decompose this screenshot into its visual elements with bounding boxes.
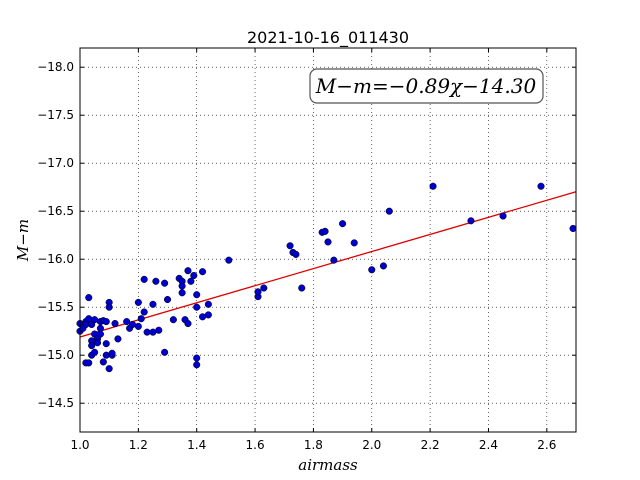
data-points bbox=[76, 182, 577, 373]
data-point bbox=[149, 300, 157, 308]
x-tick-label: 2.4 bbox=[479, 438, 498, 452]
y-axis-label: M−m bbox=[14, 219, 32, 262]
data-point bbox=[169, 316, 177, 324]
data-point bbox=[85, 294, 93, 302]
x-tick-label: 1.6 bbox=[246, 438, 265, 452]
data-point bbox=[569, 224, 577, 233]
data-point bbox=[467, 217, 475, 225]
y-tick-labels: −14.5 −15.0 −15.5 −16.0 −16.5 −17.0 −17.5 −18.0 bbox=[37, 60, 74, 410]
y-tick-label: −16.5 bbox=[37, 204, 74, 218]
x-tick-label: 1.8 bbox=[304, 438, 323, 452]
data-point bbox=[193, 291, 201, 299]
data-point bbox=[134, 322, 142, 330]
data-point bbox=[260, 284, 268, 292]
data-point bbox=[225, 256, 233, 264]
data-point bbox=[163, 295, 172, 304]
y-tick-label: −16.0 bbox=[37, 252, 74, 266]
data-point bbox=[292, 250, 300, 258]
data-point bbox=[161, 348, 169, 356]
data-point bbox=[137, 315, 145, 323]
x-axis-label: airmass bbox=[298, 456, 358, 474]
data-point bbox=[85, 359, 93, 367]
data-point bbox=[537, 182, 545, 190]
data-point bbox=[198, 268, 207, 276]
data-point bbox=[99, 358, 107, 366]
y-tick-label: −17.5 bbox=[37, 108, 74, 122]
data-point bbox=[161, 279, 169, 287]
data-point bbox=[385, 207, 393, 215]
annotation-text: M−m=−0.89χ−14.30 bbox=[315, 74, 537, 98]
data-point bbox=[123, 318, 131, 326]
data-point bbox=[102, 340, 110, 348]
data-point bbox=[105, 365, 113, 373]
data-point bbox=[178, 289, 186, 297]
chart-title: 2021-10-16_011430 bbox=[247, 28, 409, 48]
annotation-box bbox=[309, 68, 544, 104]
data-point bbox=[88, 342, 96, 350]
fit-line bbox=[79, 191, 577, 338]
x-tick-label: 1.0 bbox=[70, 438, 89, 452]
data-point bbox=[102, 318, 110, 326]
y-tick-label: −18.0 bbox=[37, 60, 74, 74]
data-point bbox=[254, 288, 262, 296]
grid bbox=[79, 48, 576, 432]
data-point bbox=[350, 239, 358, 247]
data-point bbox=[330, 256, 338, 264]
y-tick-label: −14.5 bbox=[37, 396, 74, 410]
y-tick-label: −15.0 bbox=[37, 348, 74, 362]
data-point bbox=[105, 303, 113, 311]
x-tick-label: 2.2 bbox=[421, 438, 440, 452]
data-point bbox=[379, 262, 387, 270]
data-point bbox=[193, 361, 201, 369]
axis-ticks bbox=[79, 48, 576, 432]
data-point bbox=[321, 227, 329, 235]
y-tick-label: −15.5 bbox=[37, 300, 74, 314]
data-point bbox=[204, 311, 212, 319]
data-point bbox=[111, 319, 119, 328]
y-tick-label: −17.0 bbox=[37, 156, 74, 170]
data-point bbox=[429, 182, 437, 190]
data-point bbox=[155, 326, 163, 334]
data-point bbox=[190, 271, 198, 280]
data-point bbox=[193, 303, 201, 311]
fit-line-group bbox=[79, 191, 577, 338]
x-tick-label: 1.4 bbox=[187, 438, 206, 452]
x-tick-label: 2.0 bbox=[362, 438, 381, 452]
data-point bbox=[140, 275, 148, 283]
data-point bbox=[108, 349, 116, 357]
data-point bbox=[134, 298, 142, 306]
data-point bbox=[178, 282, 186, 290]
data-point bbox=[339, 220, 347, 228]
x-tick-labels: 1.0 1.2 1.4 1.6 1.8 2.0 2.2 2.4 2.6 bbox=[70, 438, 556, 452]
x-tick-label: 1.2 bbox=[129, 438, 148, 452]
data-point bbox=[193, 354, 201, 362]
data-point bbox=[184, 267, 192, 275]
data-point bbox=[324, 238, 332, 246]
fit-annotation: M−m=−0.89χ−14.30 bbox=[309, 68, 544, 104]
data-point bbox=[187, 277, 195, 285]
data-point bbox=[114, 335, 122, 343]
data-point bbox=[368, 266, 376, 274]
x-tick-label: 2.6 bbox=[537, 438, 556, 452]
plot-frame bbox=[79, 47, 577, 433]
data-point bbox=[96, 324, 104, 332]
data-point bbox=[140, 308, 148, 316]
data-point bbox=[298, 284, 306, 292]
data-point bbox=[93, 339, 102, 347]
data-point bbox=[152, 277, 160, 285]
data-point bbox=[204, 300, 212, 308]
data-point bbox=[286, 242, 294, 250]
data-point bbox=[184, 319, 192, 328]
data-point bbox=[499, 212, 507, 220]
data-point bbox=[91, 348, 99, 356]
